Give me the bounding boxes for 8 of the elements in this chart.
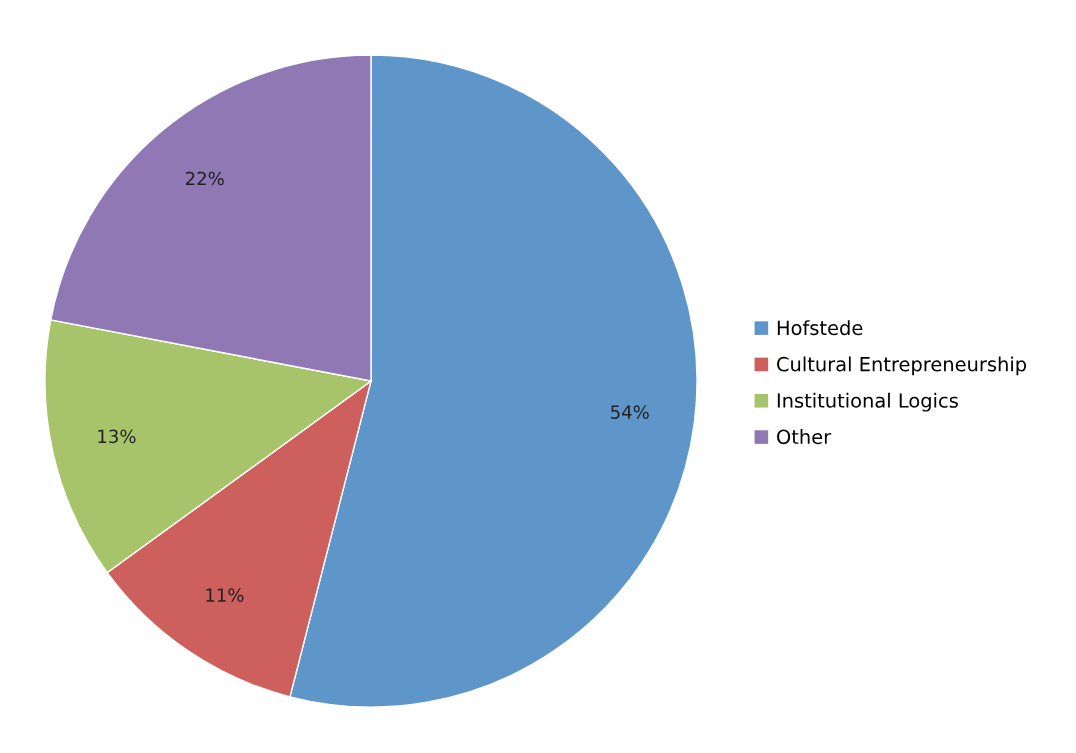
legend-label: Hofstede (777, 320, 863, 336)
data-label: 54% (611, 405, 649, 419)
data-label: 13% (98, 429, 136, 444)
legend-label: Cultural Entrepreneurship (777, 356, 1027, 376)
data-label: 22% (186, 171, 224, 186)
legend-label: Institutional Logics (777, 392, 958, 412)
data-label: 11% (206, 588, 244, 602)
legend-label: Other (777, 429, 832, 445)
